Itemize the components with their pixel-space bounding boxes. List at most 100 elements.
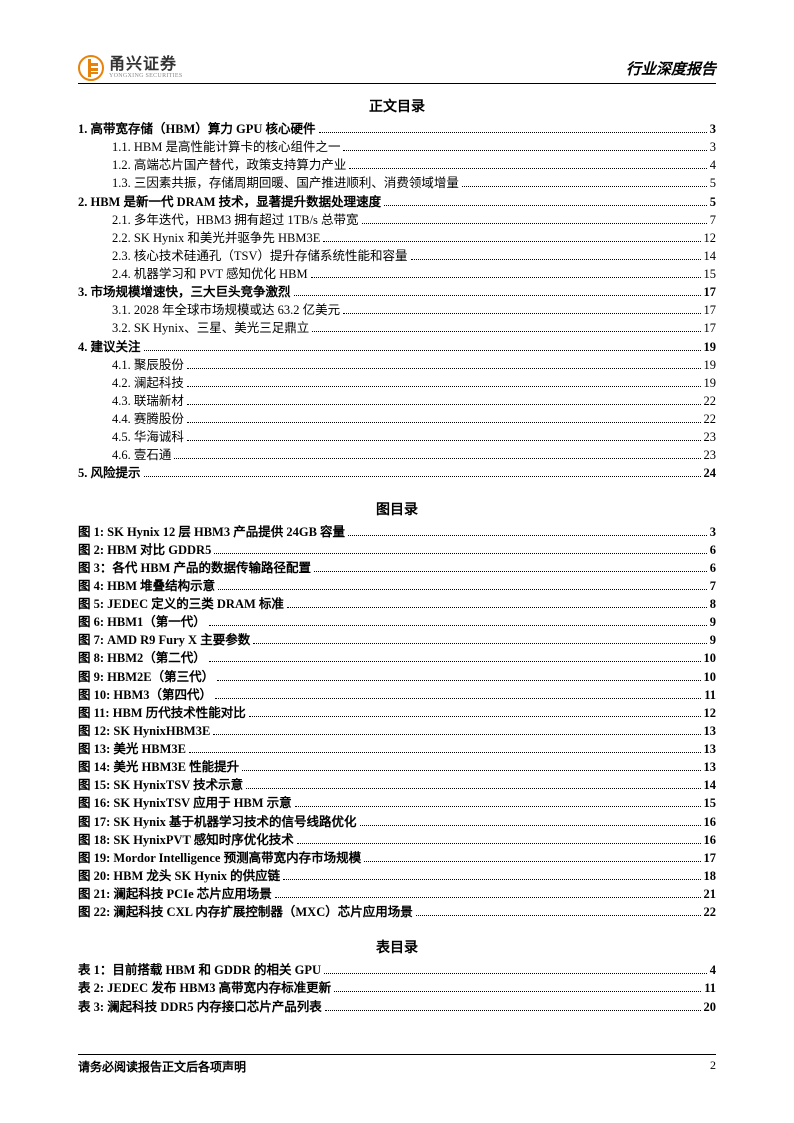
toc-entry-page: 24 [704,464,717,482]
toc-entry[interactable]: 图 22: 澜起科技 CXL 内存扩展控制器（MXC）芯片应用场景22 [78,903,716,921]
toc-entry[interactable]: 2. HBM 是新一代 DRAM 技术，显著提升数据处理速度5 [78,193,716,211]
toc-leader-dots [283,879,700,880]
toc-entry[interactable]: 表 3: 澜起科技 DDR5 内存接口芯片产品列表20 [78,998,716,1016]
toc-leader-dots [343,150,706,151]
toc-entry-page: 14 [704,247,717,265]
toc-leader-dots [325,1010,701,1011]
toc-entry[interactable]: 2.2. SK Hynix 和美光并驱争先 HBM3E12 [112,229,716,247]
toc-entry-text: 图 7: AMD R9 Fury X 主要参数 [78,631,250,649]
toc-entry[interactable]: 1.3. 三因素共振，存储周期回暖、国产推进顺利、消费领域增量5 [112,174,716,192]
toc-entry[interactable]: 4.5. 华海诚科23 [112,428,716,446]
toc-leader-dots [218,589,707,590]
toc-leader-dots [214,553,706,554]
footer-disclaimer: 请务必阅读报告正文后各项声明 [78,1058,246,1075]
toc-leader-dots [215,698,701,699]
toc-entry-page: 3 [710,523,716,541]
toc-entry-page: 14 [704,776,717,794]
toc-entry[interactable]: 图 20: HBM 龙头 SK Hynix 的供应链18 [78,867,716,885]
toc-entry[interactable]: 1. 高带宽存储（HBM）算力 GPU 核心硬件3 [78,120,716,138]
toc-entry[interactable]: 表 1：目前搭载 HBM 和 GDDR 的相关 GPU4 [78,961,716,979]
toc-entry-text: 图 3：各代 HBM 产品的数据传输路径配置 [78,559,311,577]
toc-entry[interactable]: 图 14: 美光 HBM3E 性能提升13 [78,758,716,776]
toc-entry[interactable]: 2.3. 核心技术硅通孔（TSV）提升存储系统性能和容量14 [112,247,716,265]
toc-entry-page: 4 [710,156,716,174]
toc-entry-text: 图 8: HBM2（第二代） [78,649,206,667]
logo: 甬兴证券 YONGXING SECURITIES [78,55,183,81]
toc-leader-dots [217,680,700,681]
toc-leader-dots [411,259,701,260]
toc-entry[interactable]: 3.1. 2028 年全球市场规模或达 63.2 亿美元17 [112,301,716,319]
toc-entry[interactable]: 3. 市场规模增速快，三大巨头竞争激烈17 [78,283,716,301]
toc-entry-text: 图 17: SK Hynix 基于机器学习技术的信号线路优化 [78,813,357,831]
figures-list: 图 1: SK Hynix 12 层 HBM3 产品提供 24GB 容量3图 2… [78,523,716,922]
toc-entry[interactable]: 图 18: SK HynixPVT 感知时序优化技术 16 [78,831,716,849]
toc-entry-page: 22 [704,903,717,921]
toc-entry[interactable]: 4.6. 壹石通23 [112,446,716,464]
toc-entry[interactable]: 图 8: HBM2（第二代） 10 [78,649,716,667]
toc-entry-text: 图 2: HBM 对比 GDDR5 [78,541,211,559]
toc-entry[interactable]: 4. 建议关注19 [78,338,716,356]
toc-entry[interactable]: 图 17: SK Hynix 基于机器学习技术的信号线路优化16 [78,813,716,831]
toc-entry-page: 7 [710,577,716,595]
toc-entry-text: 表 2: JEDEC 发布 HBM3 高带宽内存标准更新 [78,979,331,997]
toc-entry-text: 图 1: SK Hynix 12 层 HBM3 产品提供 24GB 容量 [78,523,345,541]
toc-entry[interactable]: 表 2: JEDEC 发布 HBM3 高带宽内存标准更新11 [78,979,716,997]
toc-entry-text: 4.4. 赛腾股份 [112,410,184,428]
toc-leader-dots [311,277,701,278]
header-title: 行业深度报告 [626,58,716,79]
tables-list: 表 1：目前搭载 HBM 和 GDDR 的相关 GPU4表 2: JEDEC 发… [78,961,716,1015]
toc-entry[interactable]: 图 10: HBM3（第四代）11 [78,686,716,704]
toc-entry[interactable]: 4.1. 聚辰股份19 [112,356,716,374]
toc-entry-page: 17 [704,319,717,337]
toc-entry[interactable]: 图 12: SK HynixHBM3E13 [78,722,716,740]
toc-entry-text: 5. 风险提示 [78,464,141,482]
toc-entry[interactable]: 5. 风险提示 24 [78,464,716,482]
toc-entry[interactable]: 图 7: AMD R9 Fury X 主要参数9 [78,631,716,649]
toc-entry[interactable]: 图 1: SK Hynix 12 层 HBM3 产品提供 24GB 容量 3 [78,523,716,541]
toc-leader-dots [384,205,707,206]
toc-entry[interactable]: 1.2. 高端芯片国产替代，政策支持算力产业4 [112,156,716,174]
toc-entry-page: 22 [704,392,717,410]
toc-leader-dots [312,331,700,332]
toc-entry[interactable]: 图 11: HBM 历代技术性能对比12 [78,704,716,722]
toc-entry-text: 图 4: HBM 堆叠结构示意 [78,577,215,595]
toc-entry[interactable]: 1.1. HBM 是高性能计算卡的核心组件之一3 [112,138,716,156]
toc-entry[interactable]: 图 2: HBM 对比 GDDR56 [78,541,716,559]
toc-entry[interactable]: 图 3：各代 HBM 产品的数据传输路径配置6 [78,559,716,577]
toc-entry-page: 23 [704,428,717,446]
toc-entry[interactable]: 图 4: HBM 堆叠结构示意 7 [78,577,716,595]
toc-entry[interactable]: 图 15: SK HynixTSV 技术示意 14 [78,776,716,794]
toc-leader-dots [144,476,701,477]
toc-entry[interactable]: 图 6: HBM1（第一代）9 [78,613,716,631]
toc-entry-text: 图 13: 美光 HBM3E [78,740,186,758]
toc-entry-page: 3 [710,138,716,156]
toc-entry[interactable]: 2.4. 机器学习和 PVT 感知优化 HBM15 [112,265,716,283]
toc-entry[interactable]: 图 9: HBM2E（第三代）10 [78,668,716,686]
toc-entry[interactable]: 4.2. 澜起科技19 [112,374,716,392]
toc-entry-page: 17 [704,301,717,319]
toc-leader-dots [295,806,701,807]
toc-leader-dots [253,643,707,644]
toc-entry-text: 表 3: 澜起科技 DDR5 内存接口芯片产品列表 [78,998,322,1016]
toc-entry-text: 图 15: SK HynixTSV 技术示意 [78,776,243,794]
toc-entry[interactable]: 2.1. 多年迭代，HBM3 拥有超过 1TB/s 总带宽7 [112,211,716,229]
toc-entry[interactable]: 图 21: 澜起科技 PCIe 芯片应用场景21 [78,885,716,903]
toc-entry-page: 3 [710,120,716,138]
toc-entry-page: 12 [704,704,717,722]
toc-entry-page: 16 [704,831,717,849]
toc-entry[interactable]: 图 5: JEDEC 定义的三类 DRAM 标准8 [78,595,716,613]
toc-entry-text: 1.3. 三因素共振，存储周期回暖、国产推进顺利、消费领域增量 [112,174,459,192]
toc-entry[interactable]: 图 13: 美光 HBM3E13 [78,740,716,758]
toc-leader-dots [144,350,701,351]
toc-entry-text: 图 18: SK HynixPVT 感知时序优化技术 [78,831,294,849]
logo-cn-text: 甬兴证券 [109,57,183,73]
toc-entry[interactable]: 4.3. 联瑞新材 22 [112,392,716,410]
toc-entry[interactable]: 图 19: Mordor Intelligence 预测高带宽内存市场规模17 [78,849,716,867]
toc-entry[interactable]: 4.4. 赛腾股份22 [112,410,716,428]
toc-list: 1. 高带宽存储（HBM）算力 GPU 核心硬件31.1. HBM 是高性能计算… [78,120,716,483]
toc-entry-text: 图 5: JEDEC 定义的三类 DRAM 标准 [78,595,284,613]
toc-entry-text: 4.3. 联瑞新材 [112,392,184,410]
toc-entry[interactable]: 图 16: SK HynixTSV 应用于 HBM 示意15 [78,794,716,812]
toc-entry[interactable]: 3.2. SK Hynix、三星、美光三足鼎立17 [112,319,716,337]
toc-entry-page: 10 [704,649,717,667]
